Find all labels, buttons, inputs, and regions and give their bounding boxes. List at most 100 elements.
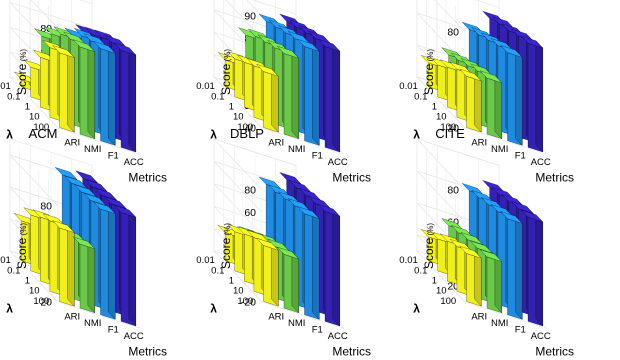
- bar-ari-lambda-100: [51, 44, 76, 133]
- lambda-tick-label: 1: [432, 276, 437, 287]
- lambda-tick-label: 0.01: [0, 255, 11, 266]
- bar-nmi-lambda-100: [276, 246, 300, 314]
- lambda-axis-label: λ: [6, 302, 13, 316]
- z-axis-label: Score (%): [422, 223, 436, 269]
- bar-nmi-lambda-100: [479, 249, 503, 314]
- metric-tick-label: ARI: [471, 311, 487, 322]
- lambda-tick-label: 1: [229, 276, 234, 287]
- metric-tick-label: ACC: [124, 157, 144, 168]
- metric-tick-label: ARI: [268, 137, 284, 148]
- metric-tick-label: F1: [515, 151, 526, 162]
- z-axis-label: Score (%): [422, 49, 436, 95]
- lambda-tick-label: 100: [237, 122, 253, 133]
- lambda-axis-label: λ: [210, 128, 217, 142]
- bar-nmi-lambda-100: [276, 45, 300, 140]
- z-tick-label: 90: [244, 11, 256, 23]
- lambda-tick-label: 10: [436, 286, 447, 297]
- metric-tick-label: NMI: [84, 318, 101, 329]
- lambda-tick-label: 0.01: [399, 255, 418, 266]
- lambda-axis-label: λ: [210, 302, 217, 316]
- bar-acc-lambda-100: [520, 35, 544, 153]
- bar-nmi-lambda-100: [72, 236, 96, 314]
- bar-nmi-lambda-100: [72, 39, 96, 140]
- bar-f1-lambda-100: [92, 201, 117, 321]
- bar-nmi-lambda-100: [479, 70, 503, 140]
- metric-tick-label: ACC: [124, 331, 144, 342]
- metric-tick-label: NMI: [491, 144, 508, 155]
- lambda-tick-label: 1: [432, 102, 437, 113]
- metrics-axis-label: Metrics: [535, 170, 574, 184]
- bar-acc-lambda-100: [113, 204, 137, 327]
- z-tick-label: 80: [40, 201, 52, 213]
- lambda-tick-label: 0.1: [414, 91, 427, 102]
- panel-acm: 204060801001010.10.01ARINMIF1ACCλMetrics…: [0, 126, 167, 358]
- bar-f1-lambda-100: [296, 206, 321, 321]
- metric-tick-label: ARI: [471, 137, 487, 148]
- lambda-axis-label: λ: [6, 128, 13, 142]
- lambda-tick-label: 100: [440, 122, 456, 133]
- bar-ari-lambda-100: [458, 68, 483, 133]
- chart-title: ACM: [29, 126, 58, 141]
- bar-f1-lambda-100: [296, 38, 321, 147]
- z-axis-label: Score (%): [219, 223, 233, 269]
- metric-tick-label: NMI: [288, 144, 305, 155]
- panel-cite: 204060801001010.10.01ARINMIF1ACCλMetrics…: [399, 126, 574, 358]
- bar-acc-lambda-100: [520, 209, 544, 327]
- grid-line: [30, 0, 93, 29]
- lambda-tick-label: 10: [29, 286, 40, 297]
- z-tick-label: 40: [244, 123, 256, 135]
- lambda-tick-label: 1: [25, 276, 30, 287]
- z-tick-label: 80: [447, 27, 459, 39]
- lambda-tick-label: 10: [436, 112, 447, 123]
- lambda-axis-label: λ: [413, 302, 420, 316]
- z-tick-label: 80: [447, 185, 459, 197]
- panel-hhar: 4050607080901001010.10.01ARINMIF1ACCλMet…: [196, 0, 371, 184]
- lambda-tick-label: 1: [25, 102, 30, 113]
- panel-usps: 506070801001010.10.01ARINMIF1ACCλMetrics…: [0, 0, 167, 184]
- lambda-tick-label: 0.1: [7, 265, 20, 276]
- z-axis-label: Score (%): [219, 49, 233, 95]
- lambda-tick-label: 0.1: [211, 265, 224, 276]
- lambda-tick-label: 0.01: [196, 255, 215, 266]
- metrics-axis-label: Metrics: [128, 344, 167, 358]
- metrics-axis-label: Metrics: [128, 170, 167, 184]
- panel-dblp: -200204060801001010.10.01ARINMIF1ACCλMet…: [196, 126, 371, 358]
- bar-acc-lambda-100: [317, 203, 341, 327]
- metric-tick-label: ACC: [531, 157, 551, 168]
- lambda-tick-label: 100: [33, 296, 49, 307]
- z-tick-label: 20: [447, 281, 459, 293]
- metrics-axis-label: Metrics: [332, 170, 371, 184]
- panel-reut: 204060801001010.10.01ARINMIF1ACCλMetrics…: [399, 0, 574, 184]
- lambda-tick-label: 0.1: [211, 91, 224, 102]
- lambda-tick-label: 0.1: [414, 265, 427, 276]
- metric-tick-label: NMI: [288, 318, 305, 329]
- bar-f1-lambda-100: [499, 210, 524, 321]
- metric-tick-label: ARI: [64, 137, 80, 148]
- lambda-tick-label: 0.1: [7, 91, 20, 102]
- lambda-tick-label: 10: [29, 112, 40, 123]
- lambda-tick-label: 10: [233, 112, 244, 123]
- lambda-tick-label: 100: [33, 122, 49, 133]
- metric-tick-label: ACC: [328, 157, 348, 168]
- lambda-tick-label: 0.01: [399, 81, 418, 92]
- bar-ari-lambda-100: [51, 220, 76, 307]
- grid-line: [434, 0, 500, 33]
- lambda-tick-label: 100: [237, 296, 253, 307]
- z-axis-label: Score (%): [15, 223, 29, 269]
- metric-tick-label: F1: [312, 325, 323, 336]
- z-tick-label: -20: [241, 297, 256, 309]
- chart-title: DBLP: [230, 126, 264, 141]
- lambda-tick-label: 10: [233, 286, 244, 297]
- metric-tick-label: ARI: [64, 311, 80, 322]
- metric-tick-label: F1: [108, 151, 119, 162]
- bar-f1-lambda-100: [92, 40, 117, 147]
- metric-tick-label: ACC: [328, 331, 348, 342]
- bar-acc-lambda-100: [317, 38, 341, 153]
- lambda-axis-label: λ: [413, 128, 420, 142]
- metric-tick-label: NMI: [84, 144, 101, 155]
- lambda-tick-label: 0.01: [196, 81, 215, 92]
- metric-tick-label: F1: [108, 325, 119, 336]
- metric-tick-label: NMI: [491, 318, 508, 329]
